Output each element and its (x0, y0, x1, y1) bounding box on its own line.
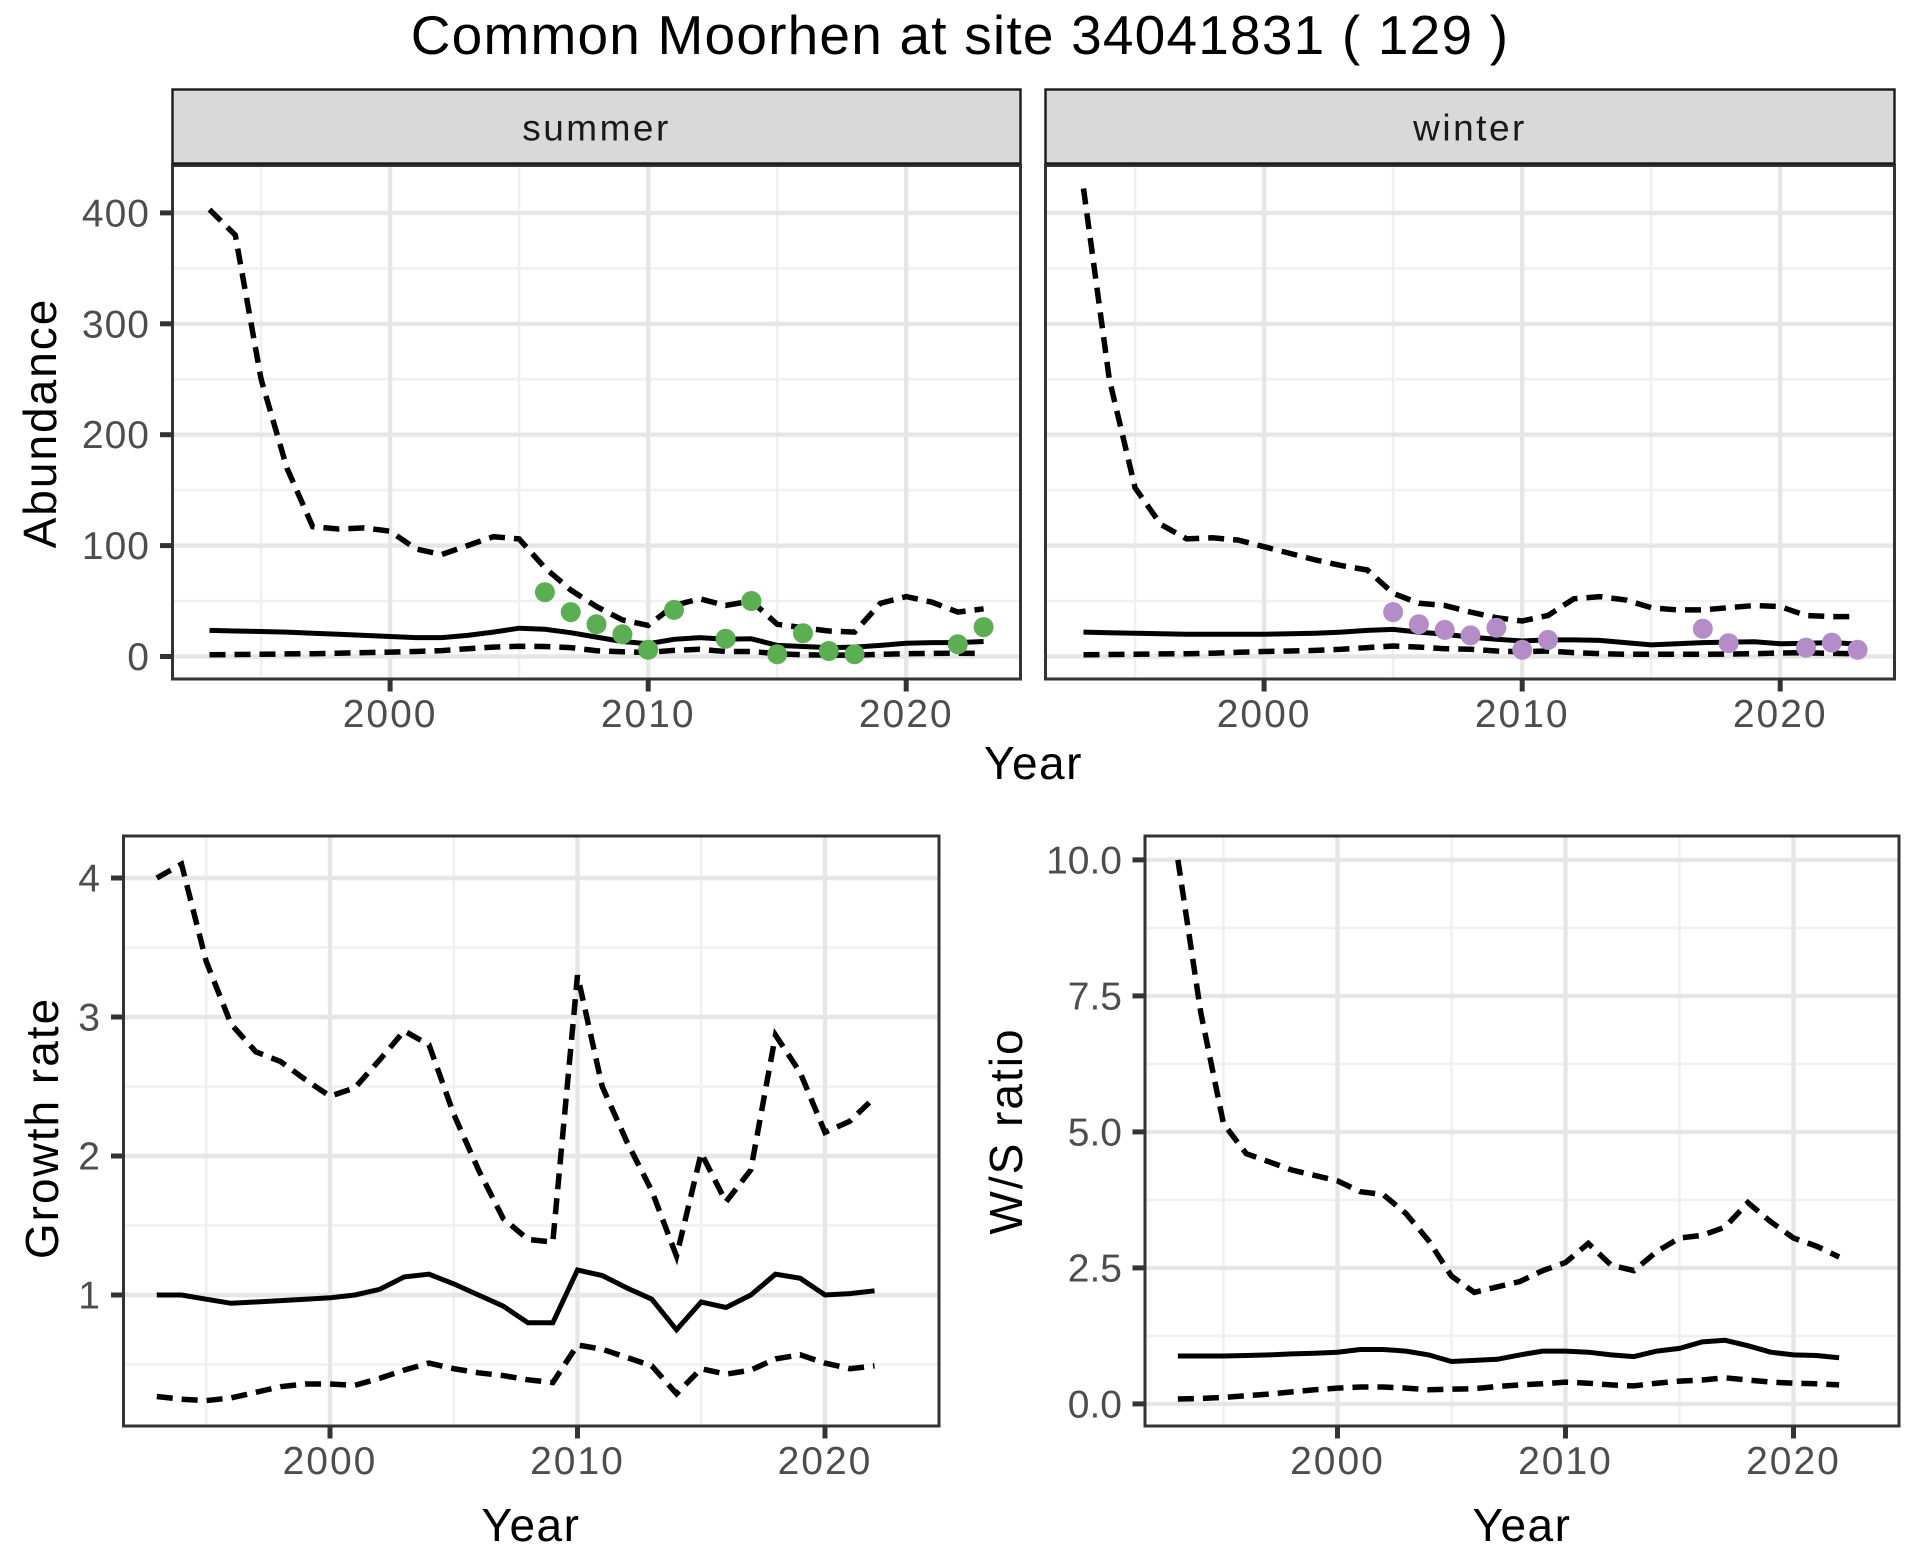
svg-text:2000: 2000 (283, 1440, 378, 1483)
svg-text:2.5: 2.5 (1068, 1247, 1122, 1290)
svg-text:2000: 2000 (343, 693, 438, 736)
svg-text:4: 4 (78, 858, 100, 901)
svg-text:5.0: 5.0 (1068, 1111, 1122, 1154)
svg-text:Growth rate: Growth rate (16, 997, 68, 1259)
svg-text:2010: 2010 (530, 1440, 625, 1483)
svg-text:2000: 2000 (1290, 1440, 1385, 1483)
svg-text:200: 200 (82, 414, 150, 457)
svg-text:100: 100 (82, 525, 150, 568)
svg-text:Abundance: Abundance (14, 298, 66, 549)
svg-text:W/S ratio: W/S ratio (980, 1027, 1032, 1234)
svg-text:2020: 2020 (1746, 1440, 1841, 1483)
svg-text:7.5: 7.5 (1068, 975, 1122, 1018)
svg-text:0: 0 (127, 636, 150, 679)
svg-text:summer: summer (522, 108, 671, 149)
svg-text:2020: 2020 (859, 693, 954, 736)
svg-text:10.0: 10.0 (1046, 839, 1122, 882)
svg-text:2000: 2000 (1217, 693, 1312, 736)
svg-text:3: 3 (78, 997, 100, 1040)
svg-text:Year: Year (984, 737, 1083, 789)
svg-text:2010: 2010 (1518, 1440, 1613, 1483)
svg-text:2010: 2010 (601, 693, 696, 736)
svg-text:400: 400 (82, 192, 150, 235)
svg-text:winter: winter (1412, 108, 1527, 149)
svg-text:2010: 2010 (1475, 693, 1570, 736)
svg-text:0.0: 0.0 (1068, 1383, 1122, 1426)
svg-text:1: 1 (78, 1275, 100, 1318)
svg-text:2: 2 (78, 1136, 100, 1179)
svg-text:2020: 2020 (1733, 693, 1828, 736)
svg-text:Common Moorhen at site 3404183: Common Moorhen at site 34041831 ( 129 ) (411, 4, 1510, 66)
svg-text:2020: 2020 (778, 1440, 873, 1483)
svg-text:Year: Year (1473, 1499, 1572, 1551)
svg-text:300: 300 (82, 303, 150, 346)
svg-text:Year: Year (482, 1499, 581, 1551)
